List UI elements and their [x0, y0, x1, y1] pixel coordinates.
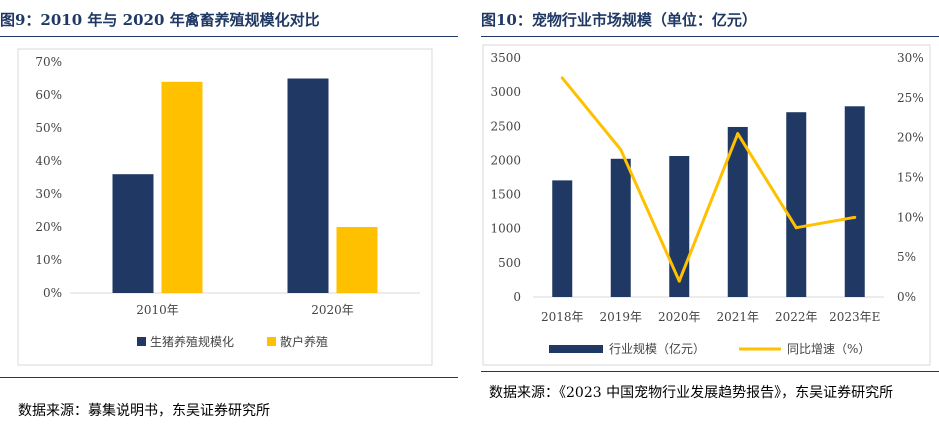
left-bar-retail — [336, 227, 378, 293]
right-figure-panel: 图10：宠物行业市场规模（单位：亿元） 数据来源：《2023 中国宠物行业发展趋… — [481, 0, 939, 444]
left-y-tick-label: 60% — [35, 88, 62, 102]
right-x-tick-label: 2022年 — [775, 310, 818, 324]
left-y-tick-label: 30% — [35, 187, 62, 201]
left-bar-retail — [161, 81, 203, 293]
right-growth-point — [619, 148, 623, 152]
right-legend-line-label: 同比增速（%） — [787, 342, 870, 356]
right-y-left-tick-label: 1000 — [490, 222, 521, 236]
right-y-right-tick-label: 25% — [897, 91, 924, 105]
right-y-right-tick-label: 15% — [897, 171, 924, 185]
right-growth-point — [794, 226, 798, 230]
right-x-tick-label: 2018年 — [541, 310, 584, 324]
left-source-note: 数据来源：募集说明书，东吴证券研究所 — [18, 403, 270, 419]
left-y-tick-label: 70% — [35, 55, 62, 69]
right-bar-market-size — [786, 112, 807, 297]
right-legend-bar-swatch — [549, 345, 603, 353]
right-y-left-tick-label: 2500 — [490, 119, 521, 133]
left-y-tick-label: 20% — [35, 220, 62, 234]
right-y-right-tick-label: 0% — [897, 290, 916, 304]
right-y-left-tick-label: 3500 — [490, 51, 521, 65]
left-chart: 0% 10% 20% 30% 40% 50% 60% 70% 2010年 2020年生猪养殖规模化… — [17, 48, 433, 366]
right-y-left-tick-label: 0 — [513, 290, 521, 304]
left-bar-scale — [112, 174, 154, 293]
left-y-tick-label: 10% — [35, 253, 62, 267]
left-x-tick-label: 2020年 — [311, 303, 354, 317]
right-growth-line — [561, 76, 856, 283]
left-x-tick-label: 2010年 — [136, 303, 179, 317]
right-y-left-tick-label: 3000 — [490, 85, 521, 99]
right-bar-market-size — [727, 126, 748, 298]
right-y-left-tick-label: 500 — [498, 256, 521, 270]
left-legend-swatch — [137, 337, 146, 346]
left-y-tick-label: 50% — [35, 121, 62, 135]
right-y-left-tick-label: 2000 — [490, 153, 521, 167]
right-bar-market-size — [844, 106, 865, 297]
right-source-note: 数据来源：《2023 中国宠物行业发展趋势报告》，东吴证券研究所 — [489, 385, 894, 401]
left-figure-title: 图9：2010 年与 2020 年禽畜养殖规模化对比 — [0, 11, 320, 29]
right-plot-frame — [482, 44, 931, 366]
left-plot-frame — [17, 48, 433, 366]
right-title-rule — [481, 36, 939, 37]
left-source-rule — [0, 377, 458, 378]
right-bar-market-size — [610, 158, 631, 297]
right-chart: 0 500 1000 1500 2000 2500 3000 3500 0% 5% 10% 15% 20… — [482, 44, 931, 366]
right-y-right-tick-label: 30% — [897, 51, 924, 65]
right-x-tick-label: 2023年E — [829, 310, 880, 324]
left-y-tick-label: 40% — [35, 154, 62, 168]
right-figure-title: 图10：宠物行业市场规模（单位：亿元） — [481, 11, 757, 29]
left-legend-label: 散户养殖 — [280, 334, 328, 349]
right-growth-point — [560, 76, 564, 80]
left-figure-panel: 图9：2010 年与 2020 年禽畜养殖规模化对比 数据来源：募集说明书，东吴… — [0, 0, 458, 444]
right-growth-point — [736, 132, 740, 136]
right-y-right-tick-label: 5% — [897, 250, 916, 264]
right-growth-point — [677, 279, 681, 283]
left-legend-swatch — [267, 337, 276, 346]
left-legend-label: 生猪养殖规模化 — [150, 334, 234, 349]
right-legend-bar-label: 行业规模（亿元） — [609, 341, 705, 356]
right-bar-market-size — [552, 180, 573, 297]
left-bar-scale — [287, 78, 329, 293]
right-bar-market-size — [669, 155, 690, 297]
left-y-tick-label: 0% — [43, 286, 62, 300]
right-source-rule — [481, 371, 939, 372]
right-y-right-tick-label: 10% — [897, 210, 924, 224]
right-x-tick-label: 2021年 — [716, 310, 759, 324]
right-growth-point — [853, 215, 857, 219]
right-x-tick-label: 2020年 — [658, 310, 701, 324]
left-title-rule — [0, 36, 458, 37]
right-y-left-tick-label: 1500 — [490, 188, 521, 202]
right-x-tick-label: 2019年 — [599, 310, 642, 324]
right-y-right-tick-label: 20% — [897, 131, 924, 145]
